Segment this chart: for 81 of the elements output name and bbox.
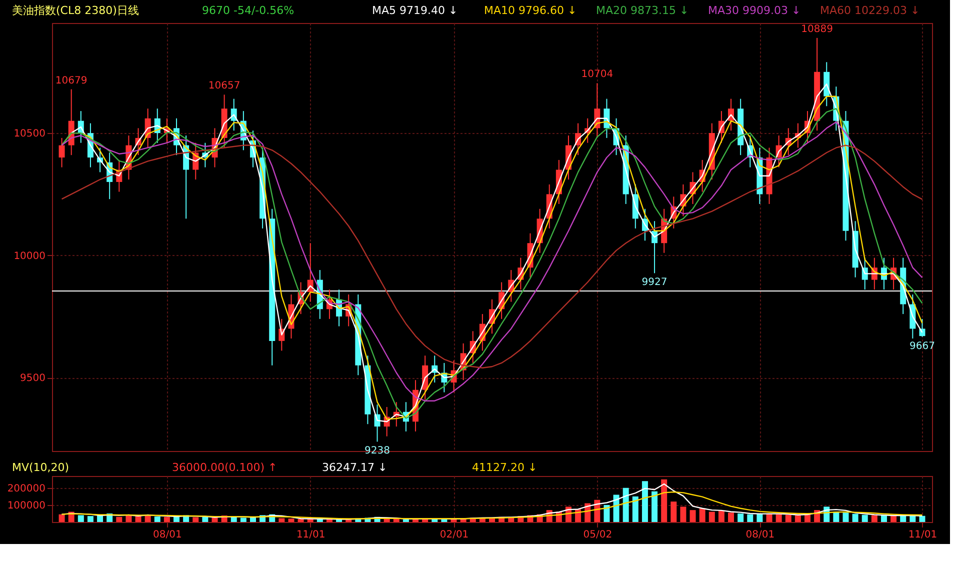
x-tick-label: 05/02 xyxy=(583,530,612,540)
bar xyxy=(670,502,677,522)
annotation: 10657 xyxy=(208,80,240,92)
bar xyxy=(604,504,610,522)
bar xyxy=(432,518,438,522)
y-tick-label: 100000 xyxy=(7,500,46,512)
bar xyxy=(154,516,160,522)
bar xyxy=(794,515,801,522)
chart-title: 美油指数(CL8 2380)日线 xyxy=(12,4,139,17)
chart-subtitle: 9670 -54/-0.56% xyxy=(202,4,294,17)
bar xyxy=(919,516,926,522)
text: MA10 9796.60 ↓ xyxy=(484,4,577,17)
bar xyxy=(728,512,734,522)
bar xyxy=(441,519,448,522)
bar xyxy=(718,510,724,522)
y-tick-label: 10000 xyxy=(14,250,46,262)
candlestick xyxy=(58,137,65,168)
bar xyxy=(288,518,294,522)
bar xyxy=(240,518,246,522)
y-tick-label: 200000 xyxy=(7,483,46,494)
bar xyxy=(632,496,638,522)
bar xyxy=(192,517,199,522)
text: MA30 9909.03 ↓ xyxy=(708,4,801,17)
bar xyxy=(738,513,744,522)
bar xyxy=(622,488,629,522)
bar xyxy=(278,518,285,522)
text: MA5 9719.40 ↓ xyxy=(372,4,458,17)
bar xyxy=(298,518,304,522)
bar xyxy=(747,514,754,522)
bar xyxy=(890,516,897,522)
bar xyxy=(833,512,840,522)
bar xyxy=(708,512,715,522)
x-tick-label: 11/01 xyxy=(296,530,326,540)
text: 36000.00(0.100) ↑ xyxy=(172,461,278,474)
bar xyxy=(690,510,696,522)
bar xyxy=(393,518,400,522)
annotation: 10889 xyxy=(801,24,833,35)
text: MA20 9873.15 ↓ xyxy=(596,4,689,17)
annotation: 9667 xyxy=(909,340,935,352)
bar xyxy=(756,514,763,522)
bar xyxy=(164,516,170,522)
bar xyxy=(642,481,648,522)
bar xyxy=(661,479,668,522)
bar xyxy=(680,506,686,522)
bar xyxy=(78,515,84,522)
bar xyxy=(652,491,658,522)
bar xyxy=(58,514,65,522)
line-series xyxy=(61,491,923,520)
bar xyxy=(852,514,858,522)
bar xyxy=(402,519,409,522)
annotation: 9927 xyxy=(642,277,668,288)
bar xyxy=(862,514,868,522)
bar xyxy=(212,518,218,522)
bar xyxy=(699,508,706,522)
text: MA60 10229.03 ↓ xyxy=(820,4,920,17)
bar xyxy=(202,516,208,522)
x-tick-label: 08/01 xyxy=(153,530,182,540)
bar xyxy=(776,514,782,522)
bar xyxy=(116,516,122,522)
x-tick-label: 08/01 xyxy=(746,530,775,540)
bar xyxy=(97,516,104,522)
bar xyxy=(135,516,142,522)
bar xyxy=(613,494,620,522)
x-tick-label: 02/01 xyxy=(440,530,469,540)
y-tick-label: 9500 xyxy=(20,373,46,384)
chart-title: MV(10,20) xyxy=(12,461,70,474)
bar xyxy=(785,514,792,522)
bar xyxy=(87,516,94,522)
y-tick-label: 10500 xyxy=(14,128,46,140)
bar xyxy=(880,516,887,522)
annotation: 10704 xyxy=(581,69,614,80)
text: 36247.17 ↓ xyxy=(322,461,388,474)
candlestick xyxy=(919,318,926,338)
bar xyxy=(871,515,878,522)
bar xyxy=(842,512,849,522)
x-tick-label: 11/01 xyxy=(908,530,938,540)
annotation: 10679 xyxy=(55,75,88,86)
bar xyxy=(910,516,916,522)
bar xyxy=(316,519,323,522)
annotation: 9238 xyxy=(364,446,390,457)
text: 41127.20 ↓ xyxy=(472,461,538,474)
